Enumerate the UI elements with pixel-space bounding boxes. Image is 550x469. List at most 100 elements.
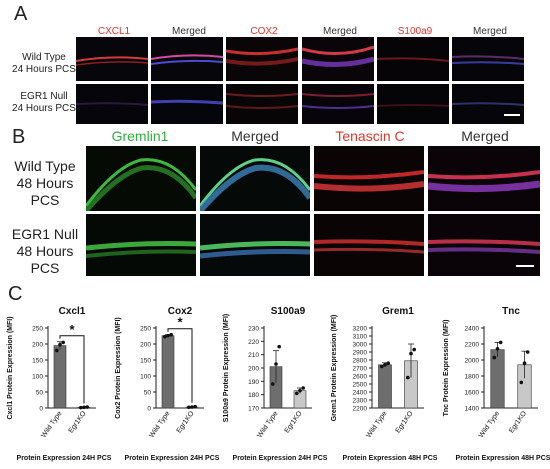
chart-svg-1: Cox2 Cox2 Protein Expression (MFI) 0 50 100 1…: [115, 306, 220, 462]
data-point: [58, 342, 62, 347]
y-axis-label: Cox2 Protein Expression (MFI): [115, 317, 122, 419]
panel-a-header-s100a9: S100a9: [397, 26, 433, 37]
y-tick-label: 250: [140, 326, 151, 333]
micrograph-b-wt-tenascin: [314, 146, 424, 211]
data-point: [409, 351, 413, 356]
chart-grem1: Grem1 Grem1 Protein Expression (MFI) 2200 2…: [324, 300, 438, 464]
panel-b-letter: B: [12, 126, 26, 148]
panel-b-row-label-1: Wild Type 48 Hours PCS: [2, 158, 88, 209]
panel-b-header-gremlin1: Gremlin1: [111, 128, 169, 144]
micrograph-a-ko-merged-3: [452, 84, 524, 124]
micrograph-a-wt-cxcl1: [76, 37, 148, 81]
micrograph-b-wt-merged-2: [428, 146, 540, 211]
micrograph-a-wt-merged-2: [302, 37, 374, 81]
y-tick-label: 250: [32, 326, 43, 333]
y-tick-label: 2200: [465, 342, 480, 349]
x-category-label: Wild Type: [148, 410, 171, 439]
data-point: [495, 347, 500, 351]
data-point: [498, 340, 503, 345]
y-tick-label: 2300: [353, 398, 368, 405]
panel-a-row-2-line2: 24 Hours PCS: [12, 103, 76, 114]
micrograph-a-ko-s100a9: [377, 84, 449, 124]
y-tick-label: 2700: [353, 366, 368, 373]
significance-bracket: [167, 328, 193, 403]
data-point: [187, 405, 191, 410]
panel-a-header-cxcl1: CXCL1: [97, 26, 131, 37]
data-point: [85, 405, 89, 409]
micrograph-a-wt-cox2: [226, 37, 298, 81]
x-axis-label: Protein Expression 24H PCS: [17, 455, 112, 462]
chart-title: Tnc: [502, 306, 520, 317]
x-axis-label: Protein Expression 48H PCS: [456, 455, 550, 462]
y-tick-label: 3200: [353, 326, 368, 333]
chart-svg-0: Cxcl1 Cxcl1 Protein Expression (MFI) 0 50 10…: [7, 306, 112, 462]
panel-a-letter: A: [14, 3, 28, 25]
micrograph-a-ko-merged-1: [151, 84, 223, 124]
data-point: [519, 380, 524, 385]
y-tick-label: 2800: [353, 358, 368, 365]
y-tick-label: 3000: [353, 342, 368, 349]
data-point: [383, 363, 387, 367]
data-point: [301, 386, 305, 390]
panel-b-row-2-line2: 48 Hours PCS: [16, 243, 74, 276]
panel-a-row-label-1: Wild Type 24 Hours PCS: [6, 52, 82, 76]
x-category-label: Egr1KO: [395, 410, 415, 435]
y-tick-label: 2000: [465, 358, 480, 365]
data-point: [55, 348, 59, 353]
chart-title: Grem1: [382, 306, 414, 317]
panel-a-row-label-2: EGR1 Null 24 Hours PCS: [6, 91, 82, 115]
y-tick-label: 190: [248, 379, 259, 386]
bar-0: [53, 345, 67, 409]
y-tick-label: 1600: [465, 390, 480, 397]
y-tick-label: 0: [39, 406, 43, 413]
data-point: [522, 361, 527, 365]
chart-svg-4: Tnc Tnc Protein Expression (MFI) 1400 1600 1…: [443, 306, 550, 462]
panel-a-header-merged-1: Merged: [172, 26, 206, 37]
data-point: [386, 361, 390, 365]
data-point: [271, 382, 275, 386]
micrograph-b-wt-gremlin1: [86, 146, 196, 211]
micrograph-a-ko-cxcl1: [76, 84, 148, 124]
y-tick-label: 50: [36, 390, 44, 397]
panel-b-header-merged-1: Merged: [231, 128, 279, 144]
micrograph-b-ko-merged-2: [428, 214, 540, 276]
panel-a-header-cox2: COX2: [250, 26, 278, 37]
y-tick-label: 2200: [353, 406, 368, 413]
data-point: [412, 347, 416, 352]
micrograph-a-wt-merged-3: [452, 37, 524, 81]
x-category-label: Wild Type: [40, 410, 63, 439]
data-point: [61, 340, 65, 345]
y-tick-label: 2500: [353, 382, 368, 389]
data-point: [298, 388, 302, 393]
micrograph-a-ko-merged-2: [302, 84, 374, 124]
y-tick-label: 2600: [353, 374, 368, 381]
data-point: [79, 405, 83, 410]
panel-a-row-2-line1: EGR1 Null: [20, 91, 68, 102]
y-tick-label: 170: [248, 406, 259, 413]
x-axis-label: Protein Expression 48H PCS: [343, 455, 438, 462]
chart-s100a9: S100a9 S100a9 Protein Expression (MFI) 170…: [216, 300, 328, 464]
x-category-label: Wild Type: [478, 410, 501, 439]
y-axis-label: Tnc Protein Expression (MFI): [443, 320, 450, 417]
y-tick-label: 150: [32, 358, 43, 365]
y-tick-label: 220: [248, 339, 259, 346]
micrograph-b-ko-merged-1: [200, 214, 310, 276]
y-tick-label: 1800: [465, 374, 480, 381]
y-tick-label: 3100: [353, 334, 368, 341]
chart-tnc: Tnc Tnc Protein Expression (MFI) 1400 1600 1…: [436, 300, 550, 464]
data-point: [492, 355, 497, 360]
y-tick-label: 210: [248, 352, 259, 359]
y-axis-label: Grem1 Protein Expression (MFI): [331, 315, 338, 422]
data-point: [166, 333, 170, 338]
panel-b-row-2-line1: EGR1 Null: [11, 226, 79, 242]
y-axis-label: Cxcl1 Protein Expression (MFI): [7, 316, 14, 419]
y-tick-label: 2900: [353, 350, 368, 357]
y-tick-label: 50: [144, 390, 152, 397]
y-tick-label: 100: [140, 374, 151, 381]
bar-0: [161, 335, 175, 409]
y-tick-label: 0: [147, 406, 151, 413]
x-category-label: Wild Type: [365, 410, 388, 439]
panel-a-row-1-line2: 24 Hours PCS: [12, 64, 76, 75]
significance-star: *: [69, 322, 75, 337]
data-point: [406, 375, 410, 380]
